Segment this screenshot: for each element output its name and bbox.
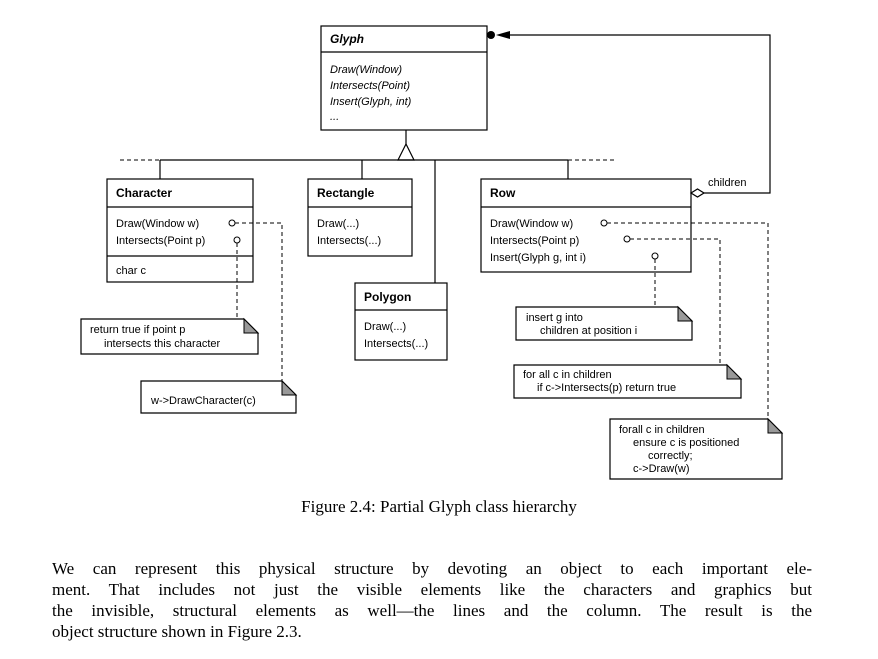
class-character-name: Character xyxy=(116,186,172,200)
glyph-op-insert: Insert(Glyph, int) xyxy=(330,96,412,108)
class-polygon: Polygon Draw(...) Intersects(...) xyxy=(354,282,448,361)
note-character-draw: w->DrawCharacter(c) xyxy=(140,219,298,414)
note-fold xyxy=(243,317,260,334)
row-op-insert: Insert(Glyph g, int i) xyxy=(490,252,586,264)
note-char-draw-line-1: w->DrawCharacter(c) xyxy=(150,395,256,407)
class-character: Character Draw(Window w) Intersects(Poin… xyxy=(106,178,254,283)
note-row-draw-line-3: correctly; xyxy=(648,450,693,462)
children-label: children xyxy=(708,177,747,189)
rectangle-op-intersects: Intersects(...) xyxy=(317,235,381,247)
class-glyph-name: Glyph xyxy=(330,32,364,46)
aggregation-diamond xyxy=(689,188,706,198)
glyph-op-intersects: Intersects(Point) xyxy=(330,80,410,92)
inheritance-lines xyxy=(120,130,614,283)
class-rectangle: Rectangle Draw(...) Intersects(...) xyxy=(307,178,413,257)
row-op-intersects: Intersects(Point p) xyxy=(490,235,579,247)
glyph-op-draw: Draw(Window) xyxy=(330,64,402,76)
body-paragraph: We can represent this physical structure… xyxy=(52,558,812,642)
note-row-insert-line-1: insert g into xyxy=(526,312,583,324)
character-op-draw: Draw(Window w) xyxy=(116,218,199,230)
body-line: the invisible, structural elements as we… xyxy=(52,601,812,620)
note-row-insert: insert g into children at position i xyxy=(515,252,694,341)
polygon-op-draw: Draw(...) xyxy=(364,321,406,333)
note-char-intersects-line-2: intersects this character xyxy=(104,338,220,350)
class-row-name: Row xyxy=(490,186,516,200)
note-row-insert-line-2: children at position i xyxy=(540,325,637,337)
children-aggregation: children xyxy=(487,31,771,198)
class-polygon-name: Polygon xyxy=(364,290,411,304)
class-glyph: Glyph Draw(Window) Intersects(Point) Ins… xyxy=(320,25,488,131)
note-row-draw-line-4: c->Draw(w) xyxy=(633,463,690,475)
rectangle-op-draw: Draw(...) xyxy=(317,218,359,230)
class-rectangle-name: Rectangle xyxy=(317,186,375,200)
body-line: object structure shown in Figure 2.3. xyxy=(52,622,302,641)
note-row-draw: forall c in children ensure c is positio… xyxy=(600,219,784,480)
polygon-op-intersects: Intersects(...) xyxy=(364,338,428,350)
note-character-intersects: return true if point p intersects this c… xyxy=(80,236,260,355)
character-attr-char: char c xyxy=(116,265,146,277)
note-char-intersects-line-1: return true if point p xyxy=(90,324,185,336)
body-line: ment. That includes not just the visible… xyxy=(52,580,812,599)
note-fold xyxy=(726,363,743,380)
multiplicity-dot xyxy=(487,31,495,39)
body-line: We can represent this physical structure… xyxy=(52,559,812,578)
note-fold xyxy=(281,379,298,396)
association-arrowhead xyxy=(496,31,510,39)
figure-caption: Figure 2.4: Partial Glyph class hierarch… xyxy=(301,497,577,516)
character-op-intersects: Intersects(Point p) xyxy=(116,235,205,247)
note-row-intersects-line-2: if c->Intersects(p) return true xyxy=(537,382,676,394)
note-row-draw-line-1: forall c in children xyxy=(619,424,705,436)
note-row-intersects-line-1: for all c in children xyxy=(523,369,612,381)
inheritance-triangle xyxy=(397,142,415,161)
glyph-op-ellipsis: ... xyxy=(330,111,339,123)
row-op-draw: Draw(Window w) xyxy=(490,218,573,230)
class-hierarchy-diagram: Glyph Draw(Window) Intersects(Point) Ins… xyxy=(80,25,784,480)
note-row-draw-line-2: ensure c is positioned xyxy=(633,437,739,449)
class-row: Row Draw(Window w) Intersects(Point p) I… xyxy=(480,178,692,273)
note-fold xyxy=(677,305,694,322)
note-row-intersects: for all c in children if c->Intersects(p… xyxy=(513,235,743,399)
note-fold xyxy=(767,417,784,434)
